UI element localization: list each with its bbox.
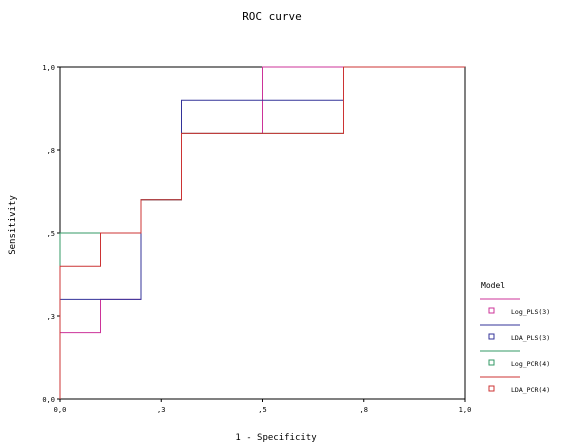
legend-marker-lda-pcr-4 xyxy=(488,385,495,392)
legend-label-lda-pcr-4: LDA_PCR(4) xyxy=(511,386,550,394)
legend-label-lda-pls-3: LDA_PLS(3) xyxy=(511,334,550,342)
x-axis-label: 1 - Specificity xyxy=(235,433,317,443)
y-tick-label: ,3 xyxy=(47,313,55,321)
legend: Model Log_PLS(3) LDA_PLS(3) Log_PCR(4) LDA_… xyxy=(480,281,550,394)
roc-series-group xyxy=(59,66,465,399)
y-axis-label: Sensitivity xyxy=(8,195,18,255)
chart-title: ROC curve xyxy=(242,10,302,23)
y-axis-ticks: 0,0 ,3 ,5 ,8 1,0 xyxy=(42,64,60,404)
legend-label-log-pcr-4: Log_PCR(4) xyxy=(511,360,550,368)
legend-title: Model xyxy=(481,281,505,290)
x-tick-label: 1,0 xyxy=(459,406,472,414)
x-tick-label: ,8 xyxy=(360,406,368,414)
x-tick-label: 0,0 xyxy=(54,406,67,414)
x-tick-label: ,5 xyxy=(258,406,266,414)
x-axis-ticks: 0,0 ,3 ,5 ,8 1,0 xyxy=(54,399,472,414)
y-tick-label: ,8 xyxy=(47,147,55,155)
legend-marker-log-pls-3 xyxy=(488,307,495,314)
legend-marker-lda-pls-3 xyxy=(488,333,495,340)
roc-line-lda-pcr-4 xyxy=(59,66,465,399)
y-tick-label: ,5 xyxy=(47,230,55,238)
y-tick-label: 1,0 xyxy=(42,64,55,72)
legend-marker-log-pcr-4 xyxy=(488,359,495,366)
x-tick-label: ,3 xyxy=(157,406,165,414)
legend-label-log-pls-3: Log_PLS(3) xyxy=(511,308,550,316)
y-tick-label: 0,0 xyxy=(42,396,55,404)
